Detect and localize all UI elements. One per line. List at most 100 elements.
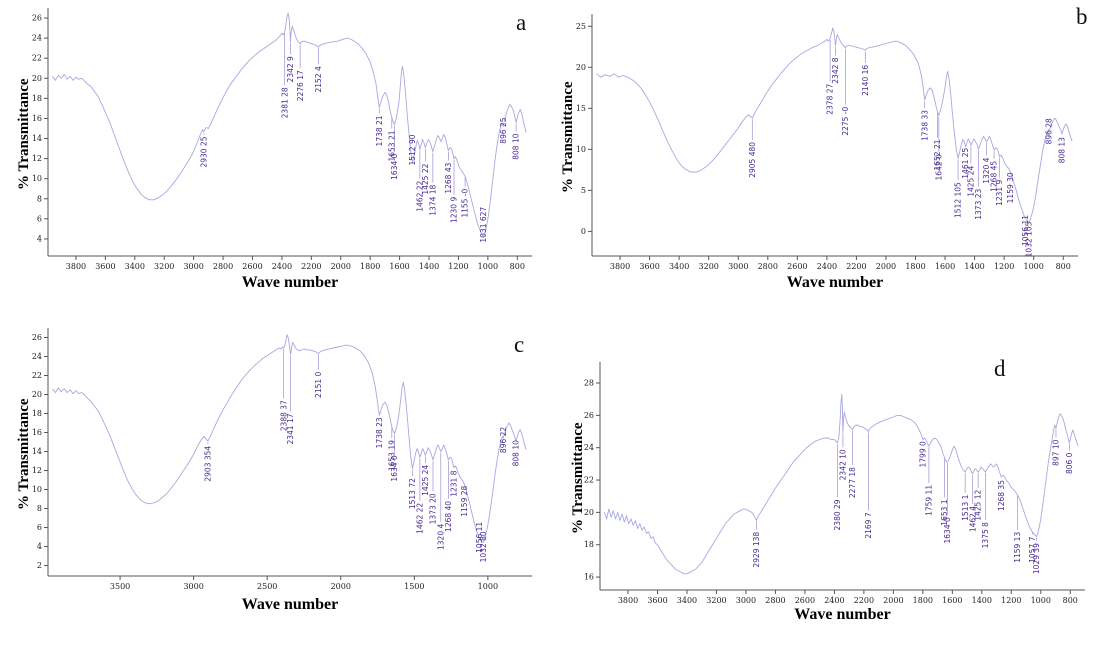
y-tick-label: 10 xyxy=(32,174,42,183)
peak-label: 1032 80 xyxy=(479,531,488,562)
x-tick-label: 1800 xyxy=(913,596,933,605)
peak-label: 1320 4 xyxy=(436,524,445,550)
peak-label: 1634 0 xyxy=(390,455,399,481)
x-tick-label: 1000 xyxy=(478,262,498,271)
peak-label: 1230 9 xyxy=(450,197,459,223)
x-tick-label: 1500 xyxy=(404,582,424,591)
peak-label: 1738 23 xyxy=(375,417,384,448)
y-axis-title-c: % Transmittance xyxy=(16,398,32,510)
y-tick-label: 0 xyxy=(581,227,586,236)
x-tick-label: 2400 xyxy=(272,262,292,271)
y-tick-label: 22 xyxy=(584,476,594,485)
x-tick-label: 3600 xyxy=(647,596,667,605)
y-tick-label: 14 xyxy=(32,134,42,143)
y-tick-label: 26 xyxy=(32,14,42,23)
peak-label: 1653 1 xyxy=(940,499,949,525)
spectrum-curve xyxy=(52,12,527,238)
y-tick-label: 24 xyxy=(584,443,594,452)
peak-label: 1653 21 xyxy=(387,130,396,161)
x-axis-title-b: Wave number xyxy=(786,274,884,291)
y-axis-title-d: % Transmittance xyxy=(570,422,586,534)
x-tick-label: 3400 xyxy=(125,262,145,271)
y-tick-label: 4 xyxy=(37,234,42,243)
spectrum-panel-a: 3800 3600 3400 3200 3000 2800 2600 2400 2200 2000… xyxy=(8,2,542,308)
x-tick-label: 3200 xyxy=(154,262,174,271)
x-tick-label: 3800 xyxy=(66,262,86,271)
peak-label: 1738 33 xyxy=(920,110,929,141)
x-tick-label: 1600 xyxy=(389,262,409,271)
peak-label: 1268 43 xyxy=(444,162,453,193)
spectrum-curve xyxy=(596,27,1073,223)
x-tick-label: 1400 xyxy=(964,262,984,271)
y-tick-label: 8 xyxy=(37,504,42,513)
x-tick-label: 800 xyxy=(1056,262,1071,271)
x-tick-label: 2000 xyxy=(331,262,351,271)
x-tick-label: 2000 xyxy=(883,596,903,605)
spectrum-panel-c: 3500 3000 2500 2000 1500 1000 2 4 6 8 10 12 14 16 18 20… xyxy=(8,320,542,630)
y-tick-label: 6 xyxy=(37,214,42,223)
spectrum-plot-b: 3800 3600 3400 3200 3000 2800 2600 2400 2200 2000… xyxy=(576,14,1078,271)
peak-label: 2380 29 xyxy=(833,499,842,530)
peak-label: 1425 24 xyxy=(421,465,430,496)
peak-label: 2341 17 xyxy=(286,413,295,444)
x-tick-label: 2200 xyxy=(854,596,874,605)
y-tick-label: 4 xyxy=(37,542,42,551)
peak-label: 1373 20 xyxy=(429,493,438,524)
x-tick-label: 1200 xyxy=(994,262,1014,271)
panel-letter-c: c xyxy=(514,332,525,357)
x-tick-label: 3000 xyxy=(728,262,748,271)
x-tick-label: 1000 xyxy=(478,582,498,591)
x-tick-label: 1600 xyxy=(942,596,962,605)
y-tick-label: 26 xyxy=(584,411,594,420)
panel-letter-d: d xyxy=(994,356,1006,381)
x-tick-label: 1600 xyxy=(935,262,955,271)
peak-label: 1231 9 xyxy=(995,179,1004,205)
x-tick-label: 3400 xyxy=(669,262,689,271)
x-tick-label: 2400 xyxy=(824,596,844,605)
spectrum-plot-c: 3500 3000 2500 2000 1500 10002468101214161820… xyxy=(32,328,532,591)
peak-label: 1462 22 xyxy=(416,180,425,211)
peak-label: 1374 18 xyxy=(428,184,437,215)
y-tick-label: 16 xyxy=(32,114,42,123)
x-tick-label: 3800 xyxy=(618,596,638,605)
peak-label: 897 10 xyxy=(1052,439,1061,465)
peak-label: 1159 28 xyxy=(460,486,469,517)
x-tick-label: 3000 xyxy=(736,596,756,605)
x-tick-label: 2600 xyxy=(795,596,815,605)
x-tick-label: 2400 xyxy=(817,262,837,271)
peak-label: 1268 35 xyxy=(997,480,1006,511)
y-tick-label: 18 xyxy=(32,409,42,418)
peak-label: 1462 22 xyxy=(416,503,425,534)
x-tick-label: 2000 xyxy=(331,582,351,591)
spectrum-curve xyxy=(603,393,1079,575)
peak-label: 1031 627 xyxy=(479,207,488,243)
peak-label: 2342 9 xyxy=(286,56,295,82)
peak-label: 1513 1 xyxy=(961,494,970,520)
peak-label: 1759 11 xyxy=(924,485,933,516)
peak-label: 2342 8 xyxy=(831,57,840,83)
peak-label: 1425 22 xyxy=(421,163,430,194)
x-tick-label: 3200 xyxy=(699,262,719,271)
peak-label: 1231 8 xyxy=(449,470,458,496)
peak-label: 2276 17 xyxy=(296,70,305,101)
peak-label: 1425 24 xyxy=(967,166,976,197)
y-tick-label: 26 xyxy=(32,333,42,342)
peak-label: 808 10 xyxy=(512,440,521,466)
peak-label: 1032 105 xyxy=(1025,221,1034,257)
peak-label: 1799 0 xyxy=(919,441,928,467)
x-tick-label: 1800 xyxy=(905,262,925,271)
x-tick-label: 2000 xyxy=(876,262,896,271)
x-tick-label: 3600 xyxy=(95,262,115,271)
x-tick-label: 2600 xyxy=(787,262,807,271)
x-tick-label: 2800 xyxy=(758,262,778,271)
x-tick-label: 3800 xyxy=(610,262,630,271)
peak-label: 1634 0 xyxy=(390,153,399,179)
peak-label: 2905 480 xyxy=(748,142,757,178)
peak-label: 2903 354 xyxy=(204,446,213,482)
x-tick-label: 3400 xyxy=(677,596,697,605)
y-tick-label: 2 xyxy=(37,561,42,570)
panel-letter-b: b xyxy=(1076,4,1088,29)
x-axis-title-a: Wave number xyxy=(241,274,339,291)
peak-label: 896 25 xyxy=(499,117,508,143)
